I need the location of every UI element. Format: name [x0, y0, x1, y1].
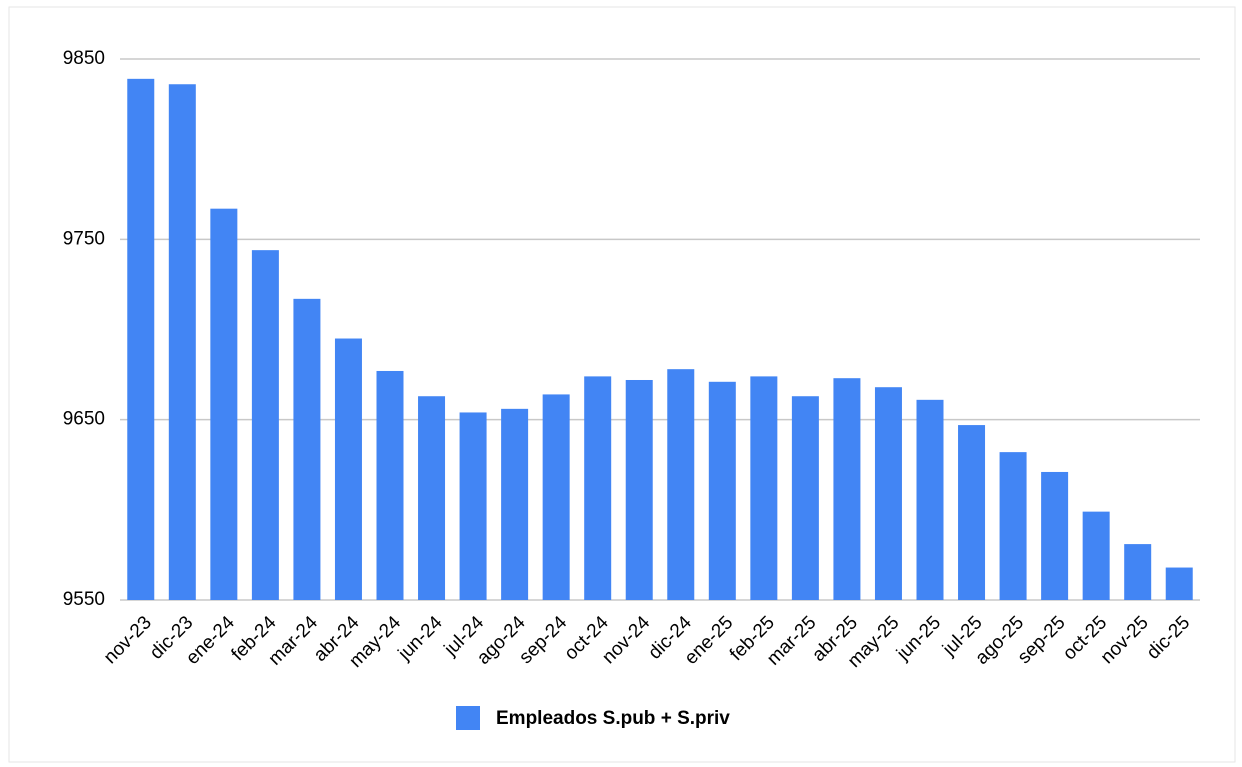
bar — [376, 370, 404, 600]
bar — [418, 396, 446, 600]
y-tick-label: 9750 — [63, 228, 105, 249]
y-tick-label: 9650 — [63, 409, 105, 430]
bar — [874, 387, 902, 600]
y-tick-label: 9550 — [63, 589, 105, 610]
bar — [1041, 471, 1069, 600]
bar — [542, 394, 570, 600]
legend-swatch — [456, 706, 480, 730]
bar — [999, 452, 1027, 600]
bar — [584, 376, 612, 600]
bar — [833, 378, 861, 600]
bar — [958, 425, 986, 600]
bar — [334, 338, 362, 600]
bar — [916, 399, 944, 600]
bar — [750, 376, 778, 600]
bar — [791, 396, 819, 600]
bar — [168, 84, 196, 601]
bar — [501, 408, 529, 600]
bar — [293, 298, 321, 600]
bar — [210, 208, 238, 600]
bar — [1124, 544, 1152, 600]
bar — [127, 78, 155, 600]
bar — [667, 369, 695, 600]
bar — [625, 379, 653, 600]
bar — [1165, 567, 1193, 600]
bar — [459, 412, 487, 600]
bar — [251, 250, 279, 601]
bar — [708, 381, 736, 600]
legend-label: Empleados S.pub + S.priv — [496, 708, 730, 729]
bar — [1082, 511, 1110, 600]
y-tick-label: 9850 — [63, 48, 105, 69]
